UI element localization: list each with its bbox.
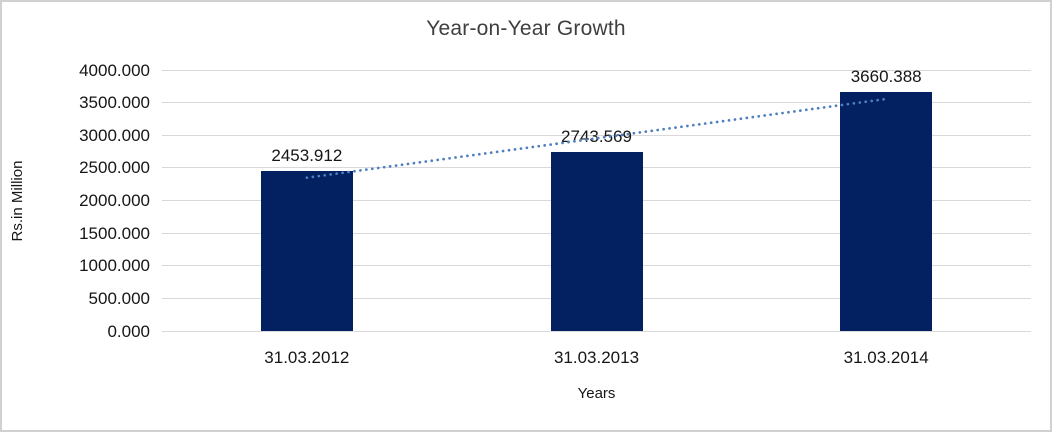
bar bbox=[840, 92, 933, 331]
bar-data-label: 3660.388 bbox=[850, 67, 922, 87]
y-tick-label: 3500.000 bbox=[79, 93, 150, 113]
gridline bbox=[162, 69, 1031, 71]
y-tick-label: 2000.000 bbox=[79, 191, 150, 210]
gridline bbox=[162, 134, 1031, 136]
y-tick-label: 1000.000 bbox=[79, 256, 150, 276]
x-axis-title: Years bbox=[577, 385, 616, 402]
y-tick-label: 500.000 bbox=[88, 288, 150, 308]
bar-data-label: 2743.569 bbox=[561, 126, 632, 146]
y-tick-label: 4000.000 bbox=[79, 60, 150, 80]
chart-title: Year-on-Year Growth bbox=[426, 17, 626, 40]
bar bbox=[260, 170, 353, 331]
y-tick-label: 2500.000 bbox=[79, 158, 150, 178]
trendline bbox=[305, 97, 888, 180]
plot-area: 2453.912 2743.569 3660.388 bbox=[162, 67, 1031, 332]
gridline bbox=[162, 102, 1031, 104]
bar bbox=[550, 151, 643, 331]
y-tick-label: 1500.000 bbox=[79, 223, 150, 243]
y-tick-label: 0.000 bbox=[107, 321, 150, 341]
x-tick-label: 31.03.2014 bbox=[843, 348, 929, 367]
y-tick-label: 3000.000 bbox=[79, 125, 150, 145]
x-tick-label: 31.03.2013 bbox=[553, 348, 640, 367]
x-tick-label: 31.03.2012 bbox=[264, 348, 350, 367]
gridline bbox=[162, 330, 1031, 332]
bar-data-label: 2453.912 bbox=[271, 145, 343, 165]
